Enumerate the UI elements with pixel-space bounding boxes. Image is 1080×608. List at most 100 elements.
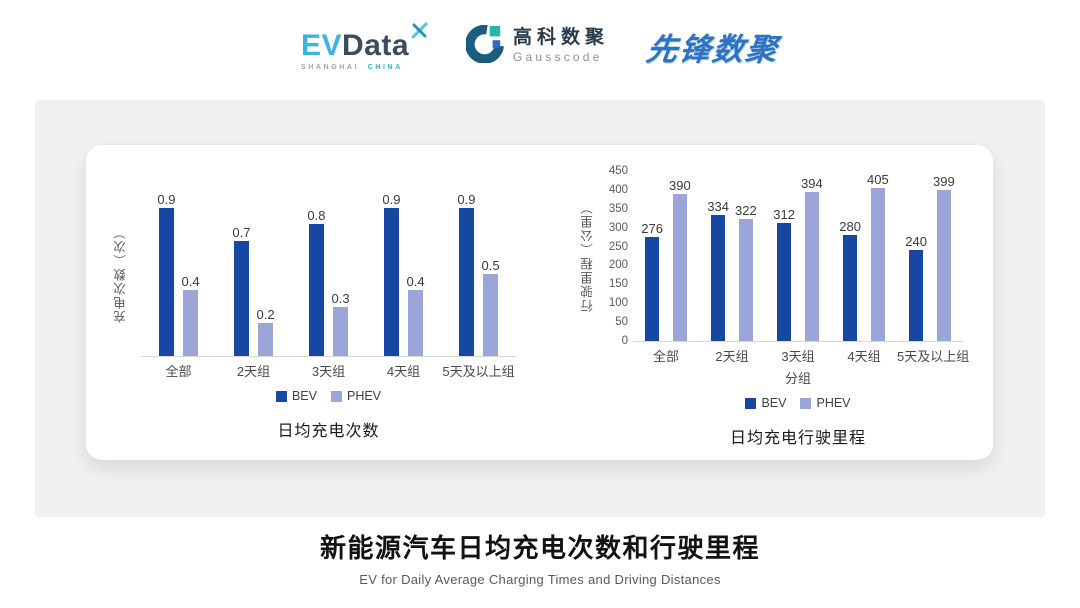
legend: BEV PHEV — [578, 396, 963, 410]
legend-label: PHEV — [816, 396, 851, 410]
y-axis-spacer — [578, 346, 633, 365]
y-tick-label: 150 — [608, 278, 628, 291]
plot-area: 0.9 0.4 0.7 0.2 0.8 0.3 0.9 0.4 0.9 0.5 — [141, 191, 516, 357]
bar-phev — [408, 290, 424, 356]
bar-phev — [672, 193, 687, 341]
y-tick-label: 350 — [608, 202, 628, 215]
legend-swatch — [275, 390, 287, 402]
bar-with-label: 0.9 — [457, 191, 476, 356]
gausscode-en-text: Gausscode — [513, 50, 603, 65]
header-logos: EV Data SHANGHAI CHINA 高科数聚 Gausscode — [0, 22, 1080, 71]
legend-item-bev: BEV — [745, 396, 786, 410]
bar-phev — [483, 273, 499, 356]
data-label: 276 — [641, 220, 663, 236]
data-label: 0.9 — [457, 191, 476, 207]
data-label: 240 — [905, 234, 927, 250]
plot-row: 行驶里程（公里） 0 50 100 150 200 250 300 350 400 450 276 39… — [578, 165, 963, 347]
bar-with-label: 0.4 — [182, 191, 200, 356]
xianfeng-logo: 先锋数聚 — [644, 32, 782, 67]
data-label: 312 — [773, 207, 795, 223]
y-tick-column: 0 50 100 150 200 250 300 350 400 450 — [600, 165, 628, 347]
bar-group: 0.9 0.4 — [141, 191, 216, 356]
legend-label: BEV — [761, 396, 787, 410]
bar-bev — [383, 207, 399, 356]
data-label: 0.3 — [331, 290, 350, 306]
bar-group: 334 322 — [699, 171, 765, 341]
chart-daily-driving-distance: 行驶里程（公里） 0 50 100 150 200 250 300 350 400 450 276 39… — [578, 165, 970, 448]
evdata-logo-data: Data — [341, 29, 410, 62]
data-label: 0.5 — [481, 257, 500, 273]
y-axis: 充电次数（次） — [111, 191, 141, 356]
legend-swatch — [330, 390, 342, 402]
category-row: 全部 2天组 3天组 4天组 5天及以上组 — [578, 346, 970, 365]
y-tick-label: 450 — [608, 165, 628, 177]
chart-title: 日均充电行驶里程 — [729, 430, 866, 447]
bar-phev — [183, 290, 199, 356]
bar-with-label: 0.5 — [482, 191, 500, 356]
bar-with-label: 390 — [669, 171, 691, 341]
evdata-logo: EV Data SHANGHAI CHINA — [301, 22, 428, 71]
data-label: 0.8 — [307, 208, 326, 223]
y-tick-label: 0 — [621, 335, 628, 347]
category-label: 全部 — [652, 349, 679, 364]
bar-with-label: 0.9 — [382, 191, 401, 356]
y-tick-label: 300 — [608, 221, 628, 234]
data-label: 0.4 — [181, 274, 200, 289]
data-label: 0.2 — [256, 307, 275, 322]
bar-phev — [804, 192, 819, 341]
legend: BEV PHEV — [111, 389, 516, 403]
category-label: 5天及以上组 — [897, 349, 970, 364]
gausscode-cn-text: 高科数聚 — [513, 27, 610, 49]
bar-bev — [843, 235, 858, 341]
sparkle-x-icon — [411, 22, 428, 43]
gausscode-g-icon — [465, 24, 504, 68]
bar-with-label: 0.4 — [407, 191, 425, 356]
data-label: 334 — [707, 198, 729, 214]
data-label: 0.7 — [232, 224, 251, 240]
evdata-china-text: CHINA — [367, 64, 403, 71]
bar-phev — [738, 219, 753, 341]
bar-with-label: 0.7 — [232, 191, 251, 356]
bar-bev — [233, 240, 249, 356]
y-tick-label: 50 — [615, 316, 628, 329]
legend-swatch — [745, 397, 757, 409]
data-label: 394 — [801, 176, 823, 192]
data-label: 0.9 — [157, 191, 176, 207]
bar-with-label: 276 — [641, 171, 663, 341]
category-label: 5天及以上组 — [442, 364, 515, 379]
evdata-logo-ev: EV — [300, 29, 342, 62]
bar-group: 0.8 0.3 — [291, 191, 366, 356]
bar-group: 0.7 0.2 — [216, 191, 291, 356]
category-label: 4天组 — [386, 364, 421, 379]
category-row: 全部 2天组 3天组 4天组 5天及以上组 — [111, 361, 516, 380]
y-tick-label: 200 — [608, 259, 628, 272]
bar-group: 312 394 — [765, 171, 831, 341]
plot-area: 276 390 334 322 312 394 280 405 240 399 — [633, 171, 963, 342]
bar-with-label: 0.3 — [332, 191, 350, 356]
data-label: 0.4 — [406, 274, 425, 289]
category-label: 2天组 — [236, 364, 271, 379]
bar-bev — [909, 250, 924, 341]
bar-with-label: 399 — [933, 171, 955, 341]
bar-bev — [458, 207, 474, 356]
bar-bev — [158, 207, 174, 356]
bar-with-label: 405 — [867, 171, 889, 341]
chart-title: 日均充电次数 — [277, 423, 380, 440]
bar-phev — [333, 306, 349, 356]
bar-with-label: 0.2 — [257, 191, 275, 356]
bar-with-label: 322 — [735, 171, 757, 341]
chart-daily-charging-times: 充电次数（次） 0.9 0.4 0.7 0.2 0.8 0.3 0.9 0.4 0.9 0.5 全部 2… — [111, 191, 516, 441]
bar-bev — [308, 224, 324, 356]
chart-card: 充电次数（次） 0.9 0.4 0.7 0.2 0.8 0.3 0.9 0.4 0.9 0.5 全部 2… — [86, 145, 993, 460]
bar-group: 280 405 — [831, 171, 897, 341]
bar-group: 0.9 0.4 — [366, 191, 441, 356]
category-label: 全部 — [165, 364, 192, 379]
category-label: 3天组 — [311, 364, 346, 379]
caption-block: 新能源汽车日均充电次数和行驶里程 EV for Daily Average Ch… — [0, 528, 1080, 587]
bar-group: 0.9 0.5 — [441, 191, 516, 356]
legend-label: BEV — [291, 389, 317, 403]
gausscode-logo: 高科数聚 Gausscode — [465, 24, 610, 68]
bar-with-label: 0.9 — [157, 191, 176, 356]
category-label: 3天组 — [781, 349, 815, 364]
evdata-logo-subtext: SHANGHAI CHINA — [301, 64, 403, 71]
